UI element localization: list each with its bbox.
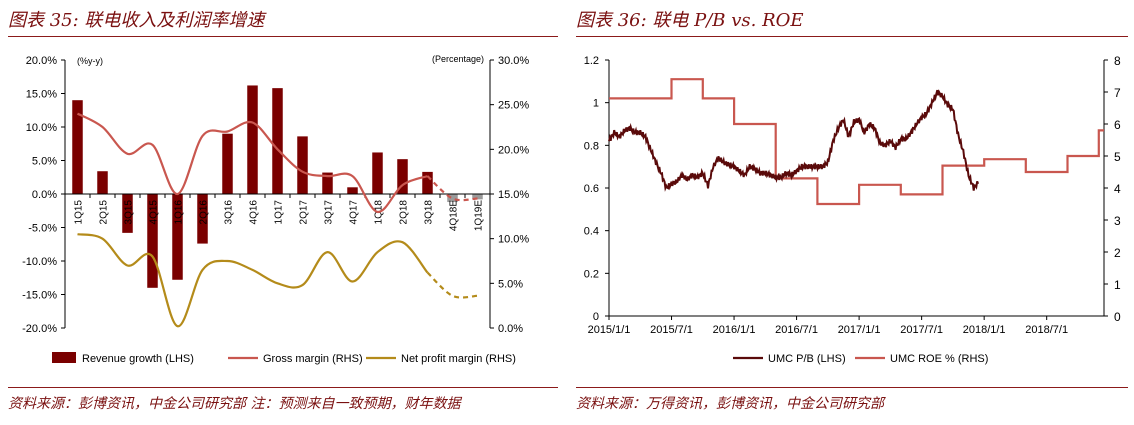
left-y-tick-label: 1.2 bbox=[584, 55, 599, 67]
revenue-growth-bar bbox=[397, 159, 408, 194]
left-title-rule bbox=[8, 36, 558, 37]
legend-revenue-label: Revenue growth (LHS) bbox=[82, 353, 194, 365]
legend-gross-margin-label: Gross margin (RHS) bbox=[263, 353, 363, 365]
left-y-tick-label: 5.0% bbox=[32, 156, 57, 168]
revenue-growth-bar bbox=[197, 194, 208, 244]
right-y-tick-label: 20.0% bbox=[498, 144, 529, 156]
right-title-rule bbox=[576, 36, 1128, 37]
left-y-tick-label: 0.6 bbox=[584, 183, 599, 195]
left-y-tick-label: -10.0% bbox=[22, 256, 57, 268]
right-unit-label: (Percentage) bbox=[432, 54, 484, 64]
x-category-label: 3Q15 bbox=[124, 200, 135, 225]
revenue-growth-bar bbox=[247, 85, 258, 194]
revenue-growth-bar bbox=[272, 88, 283, 194]
x-category-label: 3Q18 bbox=[424, 200, 435, 225]
net-profit-margin-line bbox=[77, 233, 429, 328]
right-y-tick-label: 1 bbox=[1114, 278, 1121, 292]
x-category-label: 4Q16 bbox=[249, 200, 260, 225]
right-source-rule bbox=[576, 387, 1128, 388]
left-chart: 20.0% 15.0% 10.0% 5.0% 0.0% -5.0% -10.0% -15.0%… bbox=[22, 54, 529, 365]
legend-roe-label: UMC ROE % (RHS) bbox=[890, 353, 988, 365]
right-y-tick-label: 5.0% bbox=[498, 278, 523, 290]
x-category-label: 3Q17 bbox=[324, 200, 335, 225]
x-category-label: 1Q17 bbox=[274, 200, 285, 225]
right-chart-title: 图表 36: 联电 P/B vs. ROE bbox=[576, 10, 804, 31]
gross-margin-line bbox=[76, 112, 428, 213]
x-category-label: 1Q15 bbox=[74, 200, 85, 225]
revenue-growth-bar bbox=[447, 194, 458, 203]
right-y-tick-label: 25.0% bbox=[498, 100, 529, 112]
left-source-note: 资料来源：彭博资讯，中金公司研究部 注：预测来自一致预期，财年数据 bbox=[8, 396, 461, 412]
x-tick-label: 2016/7/1 bbox=[775, 324, 818, 336]
left-y-tick-label: -5.0% bbox=[28, 223, 57, 235]
left-y-tick-label: -15.0% bbox=[22, 290, 57, 302]
x-category-label: 4Q17 bbox=[349, 200, 360, 225]
left-y-tick-label: -20.0% bbox=[22, 323, 57, 335]
x-tick-label: 2018/1/1 bbox=[963, 324, 1006, 336]
right-y-tick-label: 30.0% bbox=[498, 55, 529, 67]
left-y-tick-label: 1 bbox=[593, 98, 599, 110]
right-y-tick-label: 8 bbox=[1114, 54, 1121, 68]
revenue-growth-bar bbox=[97, 171, 108, 194]
x-category-label: 1Q19E bbox=[474, 200, 485, 231]
x-category-label: 4Q18E bbox=[449, 200, 460, 231]
x-category-label: 4Q15 bbox=[149, 200, 160, 225]
x-tick-label: 2016/1/1 bbox=[713, 324, 756, 336]
x-tick-label: 2017/7/1 bbox=[900, 324, 943, 336]
x-category-label: 2Q15 bbox=[99, 200, 110, 225]
net-profit-margin-forecast-line bbox=[426, 271, 478, 299]
revenue-growth-bar bbox=[472, 194, 483, 200]
left-y-tick-label: 0 bbox=[593, 311, 599, 323]
left-y-tick-label: 20.0% bbox=[26, 55, 57, 67]
x-category-label: 2Q17 bbox=[299, 200, 310, 225]
revenue-growth-bar bbox=[322, 172, 333, 194]
x-category-label: 3Q16 bbox=[224, 200, 235, 225]
right-y-tick-label: 0.0% bbox=[498, 323, 523, 335]
left-unit-label: (%y-y) bbox=[77, 56, 103, 66]
right-y-tick-label: 15.0% bbox=[498, 189, 529, 201]
x-category-label: 2Q18 bbox=[399, 200, 410, 225]
revenue-growth-bar bbox=[147, 194, 158, 288]
revenue-growth-bar bbox=[422, 171, 433, 194]
right-y-tick-label: 0 bbox=[1114, 310, 1121, 324]
pb-line bbox=[608, 89, 980, 192]
revenue-growth-bar bbox=[222, 133, 233, 194]
revenue-growth-bar bbox=[72, 100, 83, 194]
right-y-tick-label: 6 bbox=[1114, 118, 1121, 132]
legend-revenue-swatch bbox=[52, 352, 76, 363]
left-y-tick-label: 15.0% bbox=[26, 89, 57, 101]
x-tick-label: 2015/7/1 bbox=[650, 324, 693, 336]
right-y-tick-label: 10.0% bbox=[498, 234, 529, 246]
right-y-tick-label: 3 bbox=[1114, 214, 1121, 228]
x-category-label: 2Q16 bbox=[199, 200, 210, 225]
x-tick-label: 2015/1/1 bbox=[588, 324, 631, 336]
revenue-growth-bar bbox=[297, 136, 308, 194]
left-y-tick-label: 0.8 bbox=[584, 140, 599, 152]
x-tick-label: 2017/1/1 bbox=[838, 324, 881, 336]
revenue-growth-bar bbox=[172, 194, 183, 280]
right-y-tick-label: 4 bbox=[1114, 182, 1121, 196]
revenue-growth-bar bbox=[347, 187, 358, 194]
legend-pb-label: UMC P/B (LHS) bbox=[768, 353, 846, 365]
right-source-note: 资料来源：万得资讯，彭博资讯，中金公司研究部 bbox=[576, 396, 884, 412]
x-tick-label: 2018/7/1 bbox=[1025, 324, 1068, 336]
right-y-tick-label: 2 bbox=[1114, 246, 1121, 260]
legend-net-profit-label: Net profit margin (RHS) bbox=[401, 353, 516, 365]
left-y-tick-label: 0.2 bbox=[584, 268, 599, 280]
revenue-growth-bar bbox=[122, 194, 133, 233]
right-y-tick-label: 5 bbox=[1114, 150, 1121, 164]
x-category-label: 1Q16 bbox=[174, 200, 185, 225]
left-y-tick-label: 0.0% bbox=[32, 189, 57, 201]
revenue-growth-bar bbox=[372, 152, 383, 194]
right-y-tick-label: 7 bbox=[1114, 86, 1121, 100]
left-y-tick-label: 10.0% bbox=[26, 122, 57, 134]
left-y-tick-label: 0.4 bbox=[584, 226, 599, 238]
left-chart-title: 图表 35: 联电收入及利润率增速 bbox=[8, 10, 265, 31]
left-source-rule bbox=[8, 387, 558, 388]
roe-line bbox=[609, 78, 1104, 206]
